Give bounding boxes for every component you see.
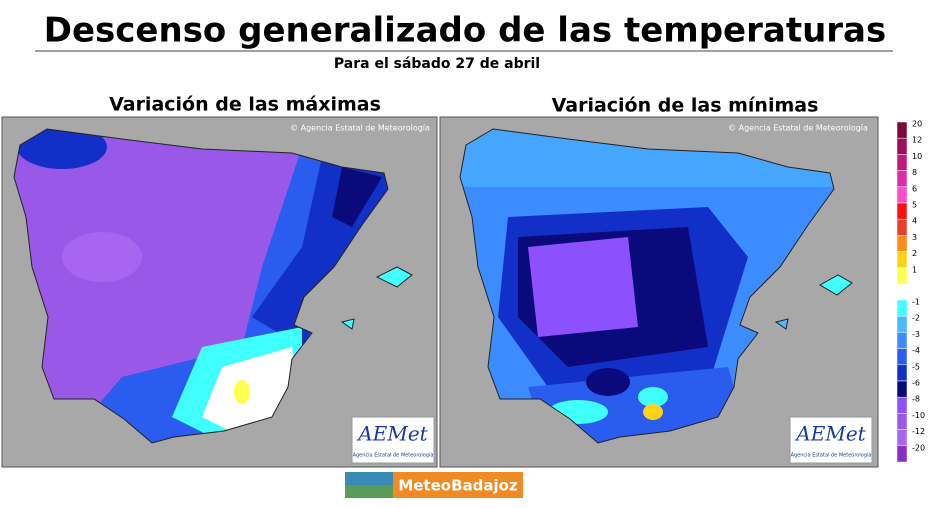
map-title: Variación de las máximas: [109, 94, 381, 116]
legend-label: 4: [912, 217, 917, 226]
logo: AEMet: [794, 422, 866, 446]
legend-label: -2: [912, 314, 920, 323]
legend-label: 5: [912, 201, 917, 210]
legend-swatch: [896, 121, 908, 139]
legend-swatch: [896, 170, 908, 188]
legend-label: -6: [912, 379, 920, 388]
legend-label: 12: [912, 136, 922, 145]
legend-swatch: [896, 267, 908, 285]
legend-swatch: [896, 429, 908, 447]
legend-label: -4: [912, 346, 920, 355]
legend-label: 6: [912, 184, 917, 193]
legend-swatch: [896, 251, 908, 269]
brand: MeteoBadajoz: [398, 477, 518, 495]
legend-swatch: [896, 332, 908, 349]
legend-label: -1: [912, 298, 920, 307]
legend-swatch: [896, 218, 908, 236]
logo-caption: Agencia Estatal de Meteorología: [791, 452, 872, 459]
legend-label: 20: [912, 120, 922, 129]
legend-swatch: [896, 235, 908, 252]
legend-swatch: [896, 445, 908, 463]
logo-caption: Agencia Estatal de Meteorología: [353, 452, 434, 459]
legend-swatch: [896, 186, 908, 204]
copyright: © Agencia Estatal de Meteorología: [290, 124, 430, 133]
legend-swatch: [896, 396, 908, 414]
legend-label: 8: [912, 168, 917, 177]
badge: [393, 472, 523, 498]
legend-swatch: [896, 299, 908, 317]
legend-label: -20: [912, 443, 925, 452]
map-max: © Agencia Estatal de Meteorología AEMet …: [1, 116, 438, 468]
map-min: © Agencia Estatal de Meteorología AEMet …: [439, 116, 879, 468]
map-title: Variación de las mínimas: [552, 95, 819, 117]
legend-label: -10: [912, 411, 925, 420]
title: Descenso generalizado de las temperatura…: [44, 11, 886, 51]
legend-label: -12: [912, 427, 925, 436]
legend-label: 3: [912, 233, 917, 242]
legend-swatch: [896, 380, 908, 398]
legend-label: -3: [912, 330, 920, 339]
badge-image-ground: [345, 485, 393, 498]
logo: AEMet: [356, 422, 428, 446]
legend-swatch: [896, 154, 908, 171]
legend-label: -5: [912, 362, 920, 371]
legend-swatch: [896, 364, 908, 382]
legend-swatch: [896, 348, 908, 366]
legend-swatch: [896, 137, 908, 155]
legend-swatch: [896, 202, 908, 220]
legend-label: 1: [912, 265, 917, 274]
legend: 20 12 10 8 6 5 4 3 2 1 -1 -2 -3 -4 -5 -6 -8 -10 -12 -20: [896, 120, 925, 463]
legend-label: -8: [912, 395, 920, 404]
legend-label: 10: [912, 152, 922, 161]
subtitle: Para el sábado 27 de abril: [334, 56, 540, 72]
legend-swatch: [896, 315, 908, 333]
legend-label: 2: [912, 249, 917, 258]
legend-swatch: [896, 413, 908, 430]
copyright: © Agencia Estatal de Meteorología: [728, 124, 868, 133]
